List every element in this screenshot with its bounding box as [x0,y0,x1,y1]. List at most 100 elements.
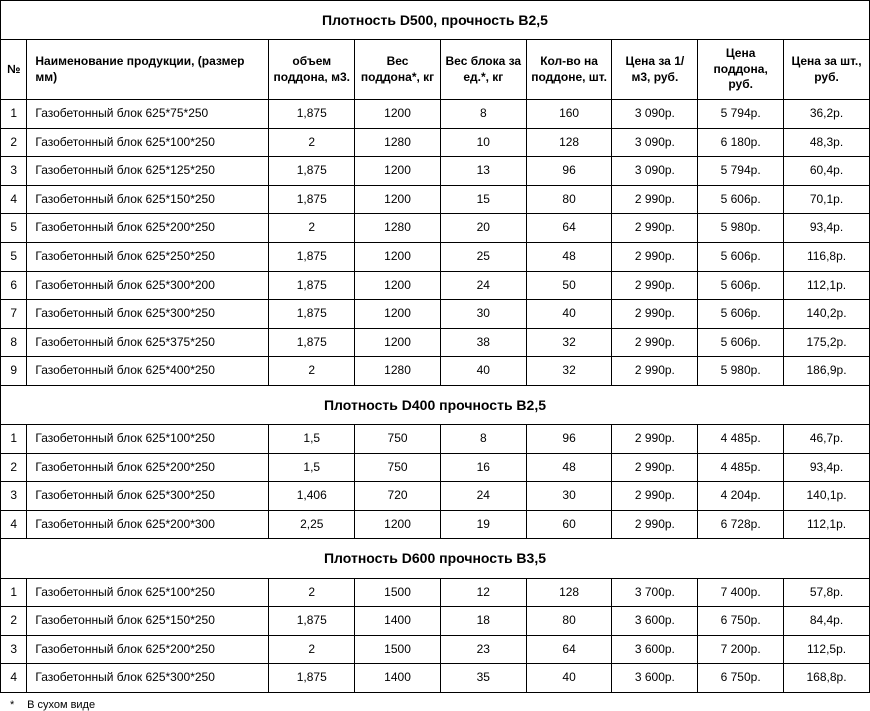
cell-price-unit: 140,1р. [784,482,870,511]
cell-vol: 2 [269,635,355,664]
cell-num: 5 [1,214,27,243]
table-row: 8Газобетонный блок 625*375*2501,87512003… [1,328,870,357]
section-title: Плотность D500, прочность В2,5 [1,1,870,40]
cell-qty: 128 [526,128,612,157]
cell-unit-weight: 19 [440,510,526,539]
cell-price-pallet: 4 204р. [698,482,784,511]
cell-pallet-weight: 1200 [355,157,441,186]
cell-qty: 128 [526,578,612,607]
cell-vol: 1,875 [269,271,355,300]
cell-price-m3: 3 600р. [612,664,698,693]
cell-pallet-weight: 1500 [355,635,441,664]
cell-price-unit: 112,5р. [784,635,870,664]
cell-num: 1 [1,578,27,607]
cell-vol: 2 [269,357,355,386]
cell-pallet-weight: 1200 [355,242,441,271]
table-row: 1Газобетонный блок 625*75*2501,875120081… [1,99,870,128]
cell-price-unit: 112,1р. [784,271,870,300]
cell-pallet-weight: 750 [355,425,441,454]
table-row: 5Газобетонный блок 625*250*2501,87512002… [1,242,870,271]
cell-pallet-weight: 1200 [355,510,441,539]
cell-price-m3: 2 990р. [612,300,698,329]
cell-num: 3 [1,482,27,511]
cell-vol: 2,25 [269,510,355,539]
cell-unit-weight: 8 [440,99,526,128]
cell-price-m3: 2 990р. [612,357,698,386]
table-row: 3Газобетонный блок 625*200*2502150023643… [1,635,870,664]
table-row: 2Газобетонный блок 625*200*2501,57501648… [1,453,870,482]
cell-price-pallet: 5 606р. [698,242,784,271]
cell-unit-weight: 13 [440,157,526,186]
cell-price-unit: 36,2р. [784,99,870,128]
cell-unit-weight: 25 [440,242,526,271]
cell-num: 2 [1,128,27,157]
cell-name: Газобетонный блок 625*300*200 [27,271,269,300]
cell-vol: 2 [269,578,355,607]
cell-name: Газобетонный блок 625*100*250 [27,128,269,157]
cell-qty: 80 [526,607,612,636]
cell-qty: 48 [526,242,612,271]
col-header-qty: Кол-во на поддоне, шт. [526,40,612,100]
cell-name: Газобетонный блок 625*200*250 [27,453,269,482]
cell-pallet-weight: 750 [355,453,441,482]
cell-price-unit: 93,4р. [784,453,870,482]
cell-vol: 1,875 [269,157,355,186]
cell-num: 6 [1,271,27,300]
cell-unit-weight: 35 [440,664,526,693]
cell-price-unit: 60,4р. [784,157,870,186]
cell-num: 1 [1,425,27,454]
cell-name: Газобетонный блок 625*300*250 [27,300,269,329]
cell-vol: 1,875 [269,242,355,271]
col-header-unit_weight: Вес блока за ед.*, кг [440,40,526,100]
cell-price-pallet: 7 200р. [698,635,784,664]
cell-name: Газобетонный блок 625*200*250 [27,635,269,664]
cell-price-unit: 70,1р. [784,185,870,214]
section-header: Плотность D500, прочность В2,5 [1,1,870,40]
cell-vol: 2 [269,214,355,243]
cell-price-unit: 93,4р. [784,214,870,243]
cell-unit-weight: 18 [440,607,526,636]
cell-pallet-weight: 1200 [355,271,441,300]
cell-price-unit: 57,8р. [784,578,870,607]
cell-price-pallet: 4 485р. [698,453,784,482]
cell-vol: 1,5 [269,425,355,454]
cell-price-unit: 116,8р. [784,242,870,271]
cell-price-pallet: 6 180р. [698,128,784,157]
footnote: * В сухом виде [0,693,870,711]
cell-price-pallet: 5 606р. [698,300,784,329]
cell-num: 4 [1,185,27,214]
cell-num: 3 [1,157,27,186]
col-header-price_pallet: Цена поддона, руб. [698,40,784,100]
cell-name: Газобетонный блок 625*200*250 [27,214,269,243]
cell-price-unit: 46,7р. [784,425,870,454]
cell-price-pallet: 5 794р. [698,99,784,128]
column-header-row: №Наименование продукции, (размер мм)объе… [1,40,870,100]
cell-price-unit: 112,1р. [784,510,870,539]
cell-price-pallet: 5 606р. [698,271,784,300]
cell-vol: 1,5 [269,453,355,482]
cell-qty: 160 [526,99,612,128]
cell-price-m3: 2 990р. [612,185,698,214]
cell-name: Газобетонный блок 625*150*250 [27,185,269,214]
section-header: Плотность D400 прочность В2,5 [1,385,870,424]
cell-qty: 96 [526,425,612,454]
cell-pallet-weight: 1280 [355,128,441,157]
cell-name: Газобетонный блок 625*75*250 [27,99,269,128]
cell-qty: 40 [526,300,612,329]
table-row: 2Газобетонный блок 625*150*2501,87514001… [1,607,870,636]
cell-pallet-weight: 1400 [355,607,441,636]
cell-qty: 64 [526,214,612,243]
cell-num: 4 [1,510,27,539]
cell-vol: 1,406 [269,482,355,511]
cell-price-m3: 2 990р. [612,510,698,539]
col-header-price_m3: Цена за 1/м3, руб. [612,40,698,100]
cell-price-pallet: 5 794р. [698,157,784,186]
cell-num: 5 [1,242,27,271]
cell-qty: 32 [526,357,612,386]
cell-vol: 2 [269,128,355,157]
table-row: 3Газобетонный блок 625*300*2501,40672024… [1,482,870,511]
cell-name: Газобетонный блок 625*375*250 [27,328,269,357]
cell-pallet-weight: 1500 [355,578,441,607]
cell-price-unit: 140,2р. [784,300,870,329]
cell-unit-weight: 40 [440,357,526,386]
